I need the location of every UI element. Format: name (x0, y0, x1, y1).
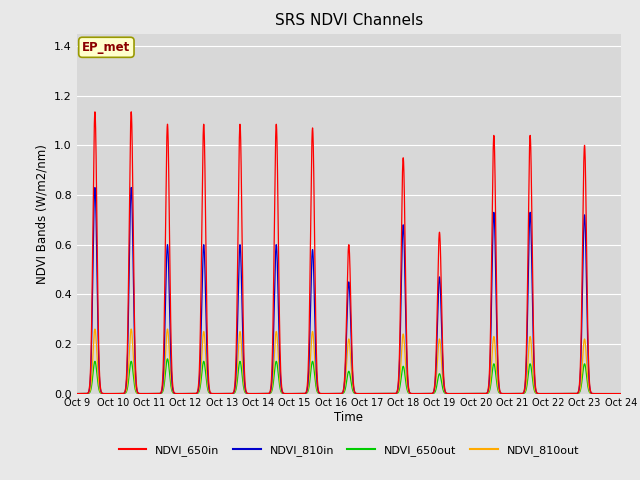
NDVI_810in (270, 321, 278, 326)
Y-axis label: NDVI Bands (W/m2/nm): NDVI Bands (W/m2/nm) (36, 144, 49, 284)
NDVI_650out (476, 391, 484, 396)
NDVI_650in (127, 109, 135, 115)
Legend: NDVI_650in, NDVI_810in, NDVI_650out, NDVI_810out: NDVI_650in, NDVI_810in, NDVI_650out, NDV… (114, 440, 584, 460)
NDVI_650in (100, 391, 108, 396)
Line: NDVI_650in: NDVI_650in (77, 112, 621, 394)
NDVI_810out (73, 391, 81, 396)
Line: NDVI_650out: NDVI_650out (77, 359, 621, 394)
X-axis label: Time: Time (334, 411, 364, 424)
NDVI_810in (476, 391, 484, 396)
Line: NDVI_810out: NDVI_810out (77, 329, 621, 394)
NDVI_650out (164, 356, 172, 362)
NDVI_650in (617, 391, 625, 396)
NDVI_810in (100, 391, 108, 396)
NDVI_810out (270, 361, 278, 367)
NDVI_650in (476, 391, 484, 396)
NDVI_810out (617, 391, 625, 396)
NDVI_810in (127, 185, 135, 191)
NDVI_650out (617, 391, 625, 396)
NDVI_650in (270, 264, 278, 269)
NDVI_810in (506, 391, 513, 396)
NDVI_650out (100, 391, 108, 396)
NDVI_650out (506, 391, 513, 396)
NDVI_650out (73, 391, 81, 396)
NDVI_810in (617, 391, 625, 396)
NDVI_650in (73, 391, 81, 396)
NDVI_650in (506, 391, 513, 396)
NDVI_810out (100, 391, 108, 396)
NDVI_810in (419, 391, 426, 396)
NDVI_650out (395, 388, 403, 394)
NDVI_810out (127, 326, 135, 332)
Text: EP_met: EP_met (82, 41, 131, 54)
NDVI_650in (395, 371, 403, 377)
NDVI_810out (395, 386, 403, 392)
Line: NDVI_810in: NDVI_810in (77, 188, 621, 394)
NDVI_650out (270, 375, 278, 381)
NDVI_810out (476, 391, 484, 396)
NDVI_650in (419, 391, 426, 396)
NDVI_650out (419, 391, 426, 396)
NDVI_810in (73, 391, 81, 396)
Title: SRS NDVI Channels: SRS NDVI Channels (275, 13, 423, 28)
NDVI_810in (395, 377, 403, 383)
NDVI_810out (419, 391, 426, 396)
NDVI_810out (506, 391, 513, 396)
